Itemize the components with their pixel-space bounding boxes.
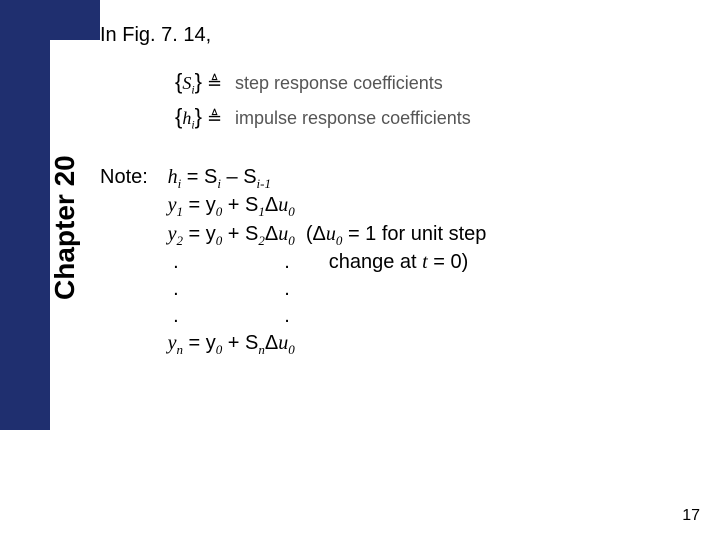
triangle-equals-icon-2: ≜ xyxy=(207,108,222,128)
brace-close: } xyxy=(195,69,202,94)
step-coeff-label: step response coefficients xyxy=(235,71,443,95)
sidebar-band xyxy=(0,0,50,430)
h-var: h xyxy=(182,108,191,128)
eq-line-7: yn = y0 + SnΔu0 xyxy=(168,330,487,359)
slide-page: Chapter 20 In Fig. 7. 14, {Si} ≜ step re… xyxy=(0,0,720,540)
top-corner-band xyxy=(0,0,100,40)
coefficient-definitions: {Si} ≜ step response coefficients {hi} ≜… xyxy=(175,67,700,134)
equations: hi = Si – Si-1 y1 = y0 + S1Δu0 y2 = y0 +… xyxy=(168,164,487,359)
eq-line-1: hi = Si – Si-1 xyxy=(168,164,487,193)
note-label: Note: xyxy=(100,164,162,191)
s-symbol: {Si} ≜ xyxy=(175,67,235,98)
eq-line-5: . . xyxy=(168,276,487,303)
step-coeff-row: {Si} ≜ step response coefficients xyxy=(175,67,700,98)
s-var: S xyxy=(182,73,191,93)
impulse-coeff-label: impulse response coefficients xyxy=(235,106,471,130)
eq-line-2: y1 = y0 + S1Δu0 xyxy=(168,192,487,221)
page-number: 17 xyxy=(682,507,700,525)
eq-line-4: . . change at t = 0) xyxy=(168,249,487,276)
figure-reference: In Fig. 7. 14, xyxy=(100,22,700,49)
triangle-equals-icon: ≜ xyxy=(207,73,222,93)
note-block: Note: hi = Si – Si-1 y1 = y0 + S1Δu0 y2 … xyxy=(100,164,700,359)
chapter-label: Chapter 20 xyxy=(49,155,81,300)
content-area: In Fig. 7. 14, {Si} ≜ step response coef… xyxy=(100,22,700,359)
impulse-coeff-row: {hi} ≜ impulse response coefficients xyxy=(175,102,700,133)
h-symbol: {hi} ≜ xyxy=(175,102,235,133)
eq-line-3: y2 = y0 + S2Δu0 (Δu0 = 1 for unit step xyxy=(168,221,487,250)
brace-close-2: } xyxy=(195,104,202,129)
eq-line-6: . . xyxy=(168,303,487,330)
